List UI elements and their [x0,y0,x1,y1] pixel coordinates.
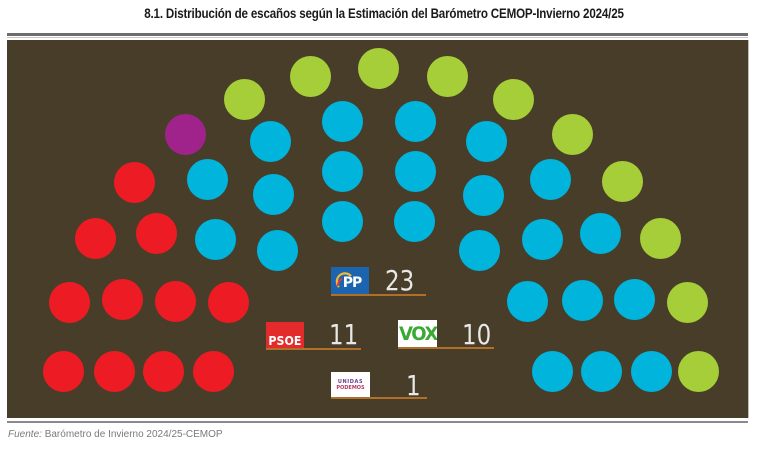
vox-logo-icon: VOX [398,320,437,347]
seat-vox [639,217,681,259]
title-rule-thin [7,37,748,38]
psoe-logo-icon: PSOE [266,322,304,349]
seat-pp [458,229,500,271]
seat-vox [601,160,643,202]
seat-pp [531,350,573,392]
source-note: Fuente: Barómetro de Invierno 2024/25-CE… [8,429,223,440]
seat-psoe [135,212,177,254]
hemicycle-panel [7,40,748,418]
seat-psoe [154,280,196,322]
seat-pp [579,212,621,254]
seat-psoe [113,161,155,203]
seat-vox [551,113,593,155]
seat-vox [289,55,331,97]
seat-pp [256,229,298,271]
seat-pp [521,218,563,260]
vox-underline [398,347,494,349]
footer-rule [7,421,748,423]
pp-underline [331,294,426,296]
seat-pp [321,150,363,192]
seat-pp [194,218,236,260]
source-text: Barómetro de Invierno 2024/25-CEMOP [41,429,223,440]
source-label: Fuente: [8,429,42,440]
seat-pp [506,280,548,322]
psoe-logo-text: PSOE [268,334,302,348]
vox-logo-text: VOX [398,322,438,345]
seat-pp [186,158,228,200]
psoe-seat-count: 11 [329,318,359,351]
up-logo-text-1: UNIDAS [337,379,364,385]
seat-pp [580,350,622,392]
up-underline [331,397,427,399]
seat-pp [249,120,291,162]
vox-seat-count: 10 [462,318,492,351]
pp-arc-icon [335,272,352,288]
seat-pp [393,200,435,242]
seat-pp [394,150,436,192]
pp-logo-icon: PP [331,267,369,295]
seat-psoe [42,350,84,392]
psoe-underline [266,348,361,350]
unidas-podemos-logo-icon: UNIDAS PODEMOS [331,372,370,399]
seat-pp [529,158,571,200]
seat-vox [223,78,265,120]
seat-psoe [48,281,90,323]
seat-psoe [142,350,184,392]
seat-vox [677,350,719,392]
seat-pp [252,173,294,215]
seat-vox [426,55,468,97]
pp-seat-count: 23 [385,264,415,297]
seat-pp [561,279,603,321]
seat-pp [462,174,504,216]
seat-psoe [101,278,143,320]
up-logo-text-2: PODEMOS [336,385,365,391]
seat-pp [630,350,672,392]
seat-pp [613,278,655,320]
seat-pp [465,120,507,162]
chart-title: 8.1. Distribución de escaños según la Es… [144,6,624,21]
seat-psoe [93,350,135,392]
up-seat-count: 1 [406,369,421,402]
seat-vox [666,281,708,323]
seat-psoe [74,217,116,259]
seat-up [164,113,206,155]
seat-vox [357,47,399,89]
seat-pp [321,200,363,242]
seat-vox [492,78,534,120]
seat-psoe [207,281,249,323]
pp-logo-text: PP [342,275,363,291]
panel-edge [748,40,749,418]
title-rule [7,33,748,36]
seat-psoe [192,350,234,392]
seat-pp [321,100,363,142]
seat-pp [394,100,436,142]
